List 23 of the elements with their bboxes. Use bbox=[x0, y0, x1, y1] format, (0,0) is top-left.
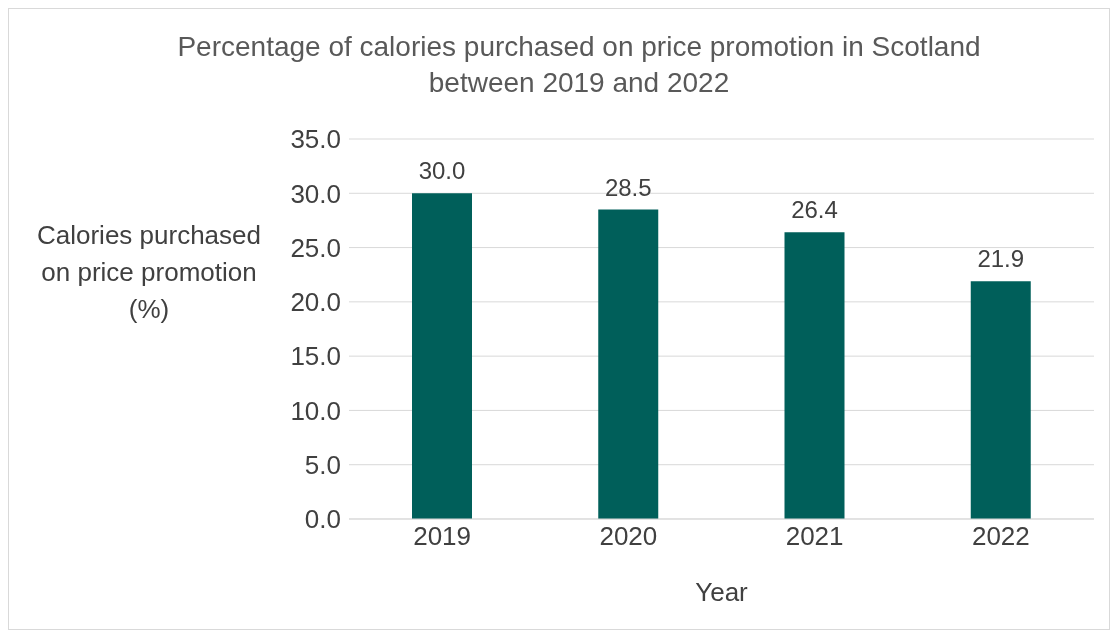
bar bbox=[784, 232, 845, 519]
y-axis-title: Calories purchased on price promotion (%) bbox=[36, 219, 262, 326]
data-label: 26.4 bbox=[791, 196, 838, 224]
x-tick-label: 2020 bbox=[599, 521, 658, 552]
chart-title: Percentage of calories purchased on price promotion in Scotland between 2019 and 2022 bbox=[176, 30, 982, 100]
y-tick-label: 30.0 bbox=[290, 178, 341, 209]
bar bbox=[970, 281, 1031, 519]
y-tick-label: 10.0 bbox=[290, 395, 341, 426]
x-tick-label: 2021 bbox=[785, 521, 844, 552]
y-tick-label: 20.0 bbox=[290, 287, 341, 318]
bar bbox=[412, 193, 472, 519]
y-tick-label: 0.0 bbox=[304, 504, 341, 535]
x-axis-title: Year bbox=[695, 577, 749, 607]
y-tick-label: 25.0 bbox=[290, 232, 341, 263]
data-label: 28.5 bbox=[604, 173, 652, 201]
x-tick-label: 2019 bbox=[413, 521, 472, 552]
y-tick-label: 15.0 bbox=[290, 341, 341, 372]
data-label: 30.0 bbox=[418, 157, 466, 185]
y-tick-label: 5.0 bbox=[304, 449, 341, 480]
x-tick-label: 2022 bbox=[971, 521, 1030, 552]
data-label: 21.9 bbox=[977, 245, 1025, 273]
y-tick-label: 35.0 bbox=[290, 124, 341, 155]
bar bbox=[598, 209, 659, 519]
